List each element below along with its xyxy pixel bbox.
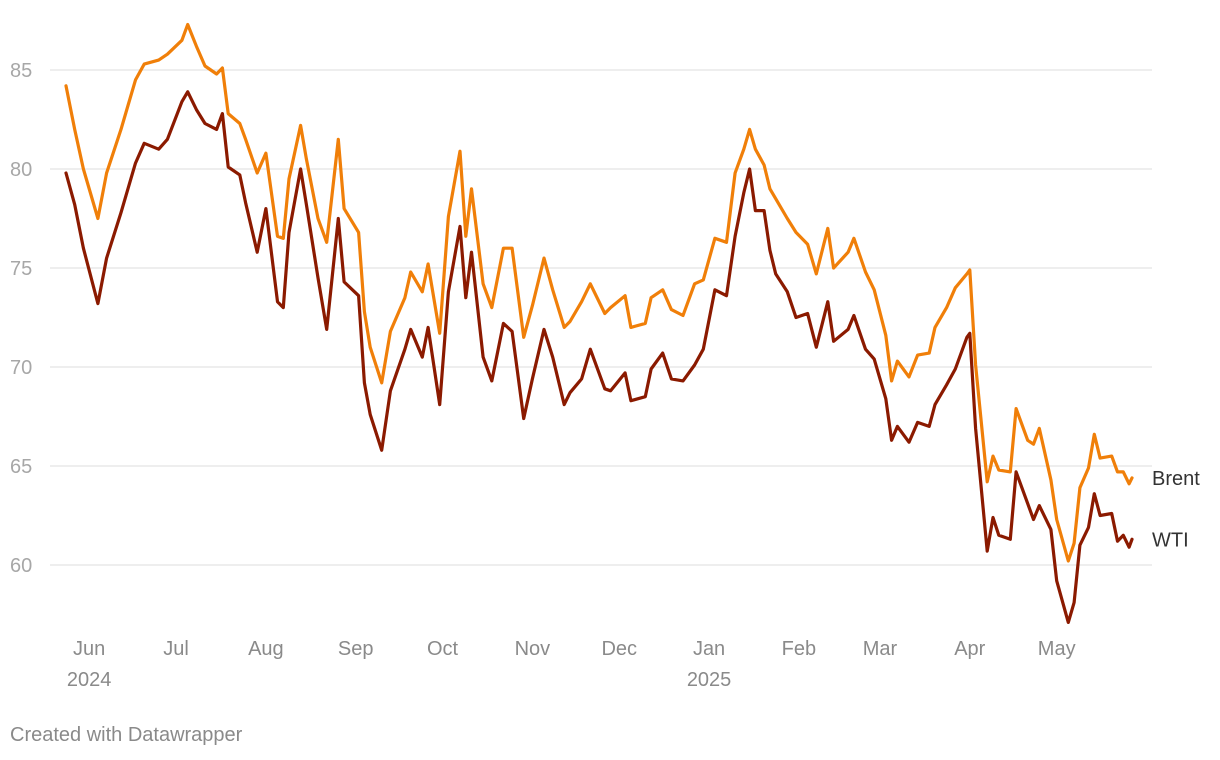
x-tick-label-feb: Feb bbox=[782, 638, 816, 660]
y-tick-label-85: 85 bbox=[10, 60, 32, 82]
x-tick-label-dec: Dec bbox=[601, 638, 637, 660]
y-tick-label-80: 80 bbox=[10, 159, 32, 181]
x-tick-year-2024: 2024 bbox=[67, 669, 112, 691]
x-tick-label-sep: Sep bbox=[338, 638, 374, 660]
legend-label-brent: Brent bbox=[1152, 468, 1200, 490]
x-tick-label-jun: Jun bbox=[73, 638, 105, 660]
y-tick-label-75: 75 bbox=[10, 258, 32, 280]
series-line-brent bbox=[64, 22, 1134, 563]
x-tick-label-nov: Nov bbox=[515, 638, 551, 660]
legend-label-wti: WTI bbox=[1152, 529, 1189, 551]
x-tick-label-oct: Oct bbox=[427, 638, 459, 660]
credit-text[interactable]: Created with Datawrapper bbox=[10, 724, 243, 746]
x-tick-label-jul: Jul bbox=[163, 638, 189, 660]
y-tick-label-70: 70 bbox=[10, 357, 32, 379]
y-tick-label-60: 60 bbox=[10, 555, 32, 577]
x-tick-label-jan: Jan bbox=[693, 638, 725, 660]
y-grid: 60 65 70 75 80 85 bbox=[10, 60, 1152, 577]
x-tick-label-may: May bbox=[1038, 638, 1076, 660]
x-tick-year-2025: 2025 bbox=[687, 669, 732, 691]
x-tick-label-apr: Apr bbox=[954, 638, 985, 660]
x-tick-label-aug: Aug bbox=[248, 638, 284, 660]
x-tick-label-mar: Mar bbox=[863, 638, 898, 660]
series-line-wti bbox=[64, 90, 1134, 625]
x-axis: Jun 2024 Jul Aug Sep Oct Nov Dec Jan 2025 Feb Mar Ap… bbox=[67, 638, 1076, 691]
y-tick-label-65: 65 bbox=[10, 456, 32, 478]
